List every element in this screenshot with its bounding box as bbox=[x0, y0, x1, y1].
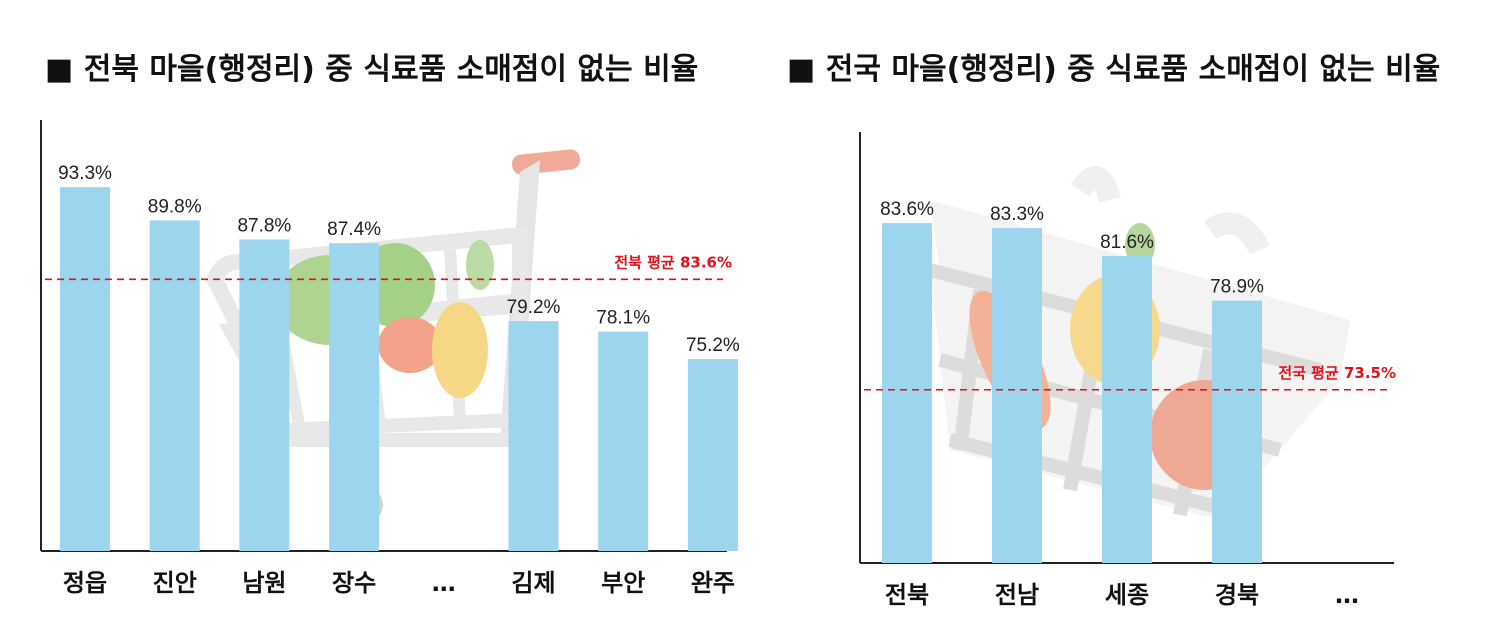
value-label-남원: 87.8% bbox=[237, 215, 291, 236]
chart-title: ■ 전북 마을(행정리) 중 식료품 소매점이 없는 비율 bbox=[45, 52, 698, 87]
category-label-부안: 부안 bbox=[601, 569, 645, 597]
category-label-경북: 경북 bbox=[1215, 581, 1259, 609]
value-label-장수: 87.4% bbox=[327, 219, 381, 240]
bar-부안 bbox=[598, 331, 649, 551]
bar-세종 bbox=[1102, 256, 1152, 563]
value-label-정읍: 93.3% bbox=[58, 163, 112, 184]
category-label-완주: 완주 bbox=[691, 569, 735, 597]
bar-전북 bbox=[882, 223, 932, 563]
value-label-경북: 78.9% bbox=[1210, 277, 1264, 298]
category-label-김제: 김제 bbox=[511, 569, 555, 597]
value-label-전남: 83.3% bbox=[990, 204, 1044, 225]
category-label-정읍: 정읍 bbox=[63, 569, 107, 597]
bar-전남 bbox=[992, 228, 1042, 564]
value-label-세종: 81.6% bbox=[1100, 232, 1154, 253]
category-label-ellipsis: … bbox=[1335, 581, 1359, 609]
bar-진안 bbox=[149, 220, 200, 551]
value-label-완주: 75.2% bbox=[686, 335, 740, 356]
bar-정읍 bbox=[60, 187, 110, 551]
value-label-김제: 79.2% bbox=[507, 297, 561, 318]
average-reference-label: 전북 평균 83.6% bbox=[614, 253, 732, 271]
value-label-부안: 78.1% bbox=[596, 308, 650, 329]
chart-title: ■ 전국 마을(행정리) 중 식료품 소매점이 없는 비율 bbox=[787, 52, 1440, 87]
bar-김제 bbox=[508, 321, 559, 551]
category-label-장수: 장수 bbox=[332, 569, 376, 597]
bar-경북 bbox=[1212, 300, 1262, 563]
chart-national-regions: ■ 전국 마을(행정리) 중 식료품 소매점이 없는 비율 83.6% 전북 83.3… bbox=[787, 52, 1440, 609]
bar-장수 bbox=[329, 243, 380, 551]
average-reference-label: 전국 평균 73.5% bbox=[1278, 364, 1396, 382]
category-label-ellipsis: … bbox=[432, 569, 456, 597]
bar-남원 bbox=[239, 239, 290, 551]
value-label-전북: 83.6% bbox=[880, 199, 934, 220]
category-label-전남: 전남 bbox=[995, 581, 1039, 609]
category-label-전북: 전북 bbox=[885, 581, 929, 609]
value-label-진안: 89.8% bbox=[148, 196, 202, 217]
chart-jeonbuk-villages: ■ 전북 마을(행정리) 중 식료품 소매점이 없는 비율 93.3% 정읍 89.8… bbox=[40, 52, 740, 597]
category-label-진안: 진안 bbox=[153, 569, 197, 597]
bar-완주 bbox=[687, 359, 738, 551]
category-label-남원: 남원 bbox=[242, 569, 286, 597]
category-label-세종: 세종 bbox=[1105, 581, 1149, 609]
